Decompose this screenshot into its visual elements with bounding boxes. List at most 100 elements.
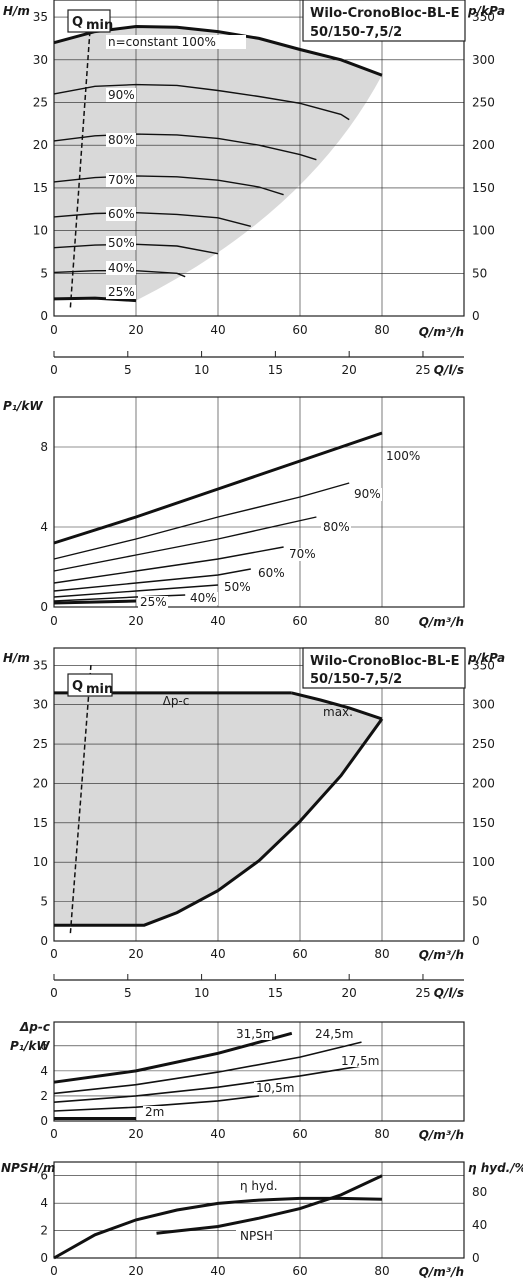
chart1-series-7 bbox=[53, 296, 137, 303]
chart4-series-label-4: 2m bbox=[145, 1105, 164, 1119]
chart5-ytick-3: 6 bbox=[40, 1169, 48, 1183]
chart1-y2tick-0: 0 bbox=[472, 309, 480, 323]
chart2-series-2 bbox=[53, 516, 317, 572]
chart2-xlabel: Q/m³/h bbox=[419, 615, 464, 629]
chart3-qmin-box bbox=[67, 673, 113, 697]
chart3-xtick-1: 20 bbox=[128, 947, 143, 961]
flow-axis-4-ticklabel-2: 10 bbox=[194, 986, 209, 1000]
chart5-xtick-4: 80 bbox=[374, 1264, 389, 1278]
chart2-label-bg-6 bbox=[188, 592, 218, 605]
chart2-series-3 bbox=[53, 546, 284, 584]
chart5-label-bg-1 bbox=[236, 1229, 274, 1242]
chart2-series-6 bbox=[53, 594, 186, 602]
chart3-y2tick-6: 300 bbox=[472, 698, 495, 712]
chart1-series-label-1: 90% bbox=[108, 88, 135, 102]
chart1-series-label-4: 60% bbox=[108, 207, 135, 221]
chart4-series-3 bbox=[53, 1095, 260, 1112]
chart3-xlabel: Q/m³/h bbox=[419, 948, 464, 962]
chart5-y2tick-2: 80 bbox=[472, 1185, 487, 1199]
chart1-y2tick-4: 200 bbox=[472, 138, 495, 152]
chart4-ytick-2: 4 bbox=[40, 1064, 48, 1078]
chart2-label-bg-1 bbox=[352, 488, 382, 501]
chart4-xtick-1: 20 bbox=[128, 1127, 143, 1141]
chart1-label-bg-5 bbox=[106, 236, 136, 250]
chart5-ytick-2: 4 bbox=[40, 1196, 48, 1210]
chart4-xtick-4: 80 bbox=[374, 1127, 389, 1141]
chart1-ytick-6: 30 bbox=[33, 53, 48, 67]
chart5-ytick-0: 0 bbox=[40, 1251, 48, 1265]
chart4-ytick-1: 2 bbox=[40, 1089, 48, 1103]
chart2-ytick-2: 8 bbox=[40, 440, 48, 454]
chart3-qmin-label: Q bbox=[72, 679, 83, 694]
flow-axis-1-ticklabel-2: 10 bbox=[194, 363, 209, 377]
flow-axis-4-ticklabel-4: 20 bbox=[342, 986, 357, 1000]
chart2-series-label-0: 100% bbox=[386, 449, 420, 463]
chart5-xtick-1: 20 bbox=[128, 1264, 143, 1278]
chart5-y2label: η hyd./% bbox=[468, 1161, 523, 1175]
flow-axis-1-ticklabel-0: 0 bbox=[50, 363, 58, 377]
chart4-ytick-3: 6 bbox=[40, 1039, 48, 1053]
chart5-label-bg-0 bbox=[236, 1179, 280, 1192]
chart4-series-1 bbox=[53, 1041, 362, 1095]
chart1-label-bg-2 bbox=[106, 133, 136, 147]
chart3-ytick-1: 5 bbox=[40, 895, 48, 909]
chart2-label-bg-7 bbox=[138, 596, 168, 609]
chart3-y2tick-3: 150 bbox=[472, 816, 495, 830]
chart4-series-label-3: 10,5m bbox=[256, 1081, 294, 1095]
chart3-title: Wilo-CronoBloc-BL-E bbox=[310, 654, 460, 669]
chart5-xtick-3: 60 bbox=[292, 1264, 307, 1278]
chart4-series-2 bbox=[53, 1065, 362, 1103]
flow-axis-4-label: Q/l/s bbox=[434, 986, 464, 1000]
chart5-ylabel: NPSH/m bbox=[1, 1161, 55, 1175]
chart1-qmin-label: Q bbox=[72, 15, 83, 30]
chart1-qmin-box bbox=[67, 9, 111, 33]
chart1-series-1 bbox=[53, 83, 350, 121]
chart3-series-2 bbox=[70, 718, 384, 927]
chart1-xtick-3: 60 bbox=[292, 323, 307, 337]
chart1-ytick-1: 5 bbox=[40, 266, 48, 280]
chart1-series-2 bbox=[53, 133, 317, 161]
chart4-series-label-2: 17,5m bbox=[341, 1054, 379, 1068]
chart4-series-0 bbox=[53, 1031, 293, 1084]
chart4-xlabel: Q/m³/h bbox=[419, 1128, 464, 1142]
chart2-series-4 bbox=[53, 568, 251, 592]
chart2-series-7 bbox=[53, 599, 137, 605]
chart1-subtitle: 50/150-7,5/2 bbox=[310, 25, 402, 40]
chart1-label-bg-1 bbox=[106, 88, 136, 102]
chart3-ytick-0: 0 bbox=[40, 934, 48, 948]
chart4-label-bg-4 bbox=[143, 1106, 181, 1118]
chart5-xlabel: Q/m³/h bbox=[419, 1265, 464, 1279]
chart3-annotation-max: max. bbox=[323, 705, 353, 719]
flow-axis-1-label: Q/l/s bbox=[434, 363, 464, 377]
chart1-xtick-2: 40 bbox=[210, 323, 225, 337]
chart1-series-label-3: 70% bbox=[108, 173, 135, 187]
chart2-series-label-7: 25% bbox=[140, 595, 167, 609]
flow-axis-1-ticklabel-1: 5 bbox=[124, 363, 132, 377]
chart1-y2tick-2: 100 bbox=[472, 224, 495, 238]
chart3-ytick-7: 35 bbox=[33, 658, 48, 672]
chart1-series-label-6: 40% bbox=[108, 261, 135, 275]
chart3-qmin-sub: min bbox=[86, 682, 113, 697]
chart2-label-bg-3 bbox=[287, 548, 317, 561]
chart3-annotation-dpc: Δp-c bbox=[163, 694, 190, 708]
chart2-ylabel: P₁/kW bbox=[3, 399, 43, 413]
chart1-y2tick-5: 250 bbox=[472, 95, 495, 109]
chart1-y2tick-7: 350 bbox=[472, 10, 495, 24]
chart2-series-label-1: 90% bbox=[354, 487, 381, 501]
chart3-frame bbox=[53, 647, 465, 942]
chart4-label-bg-1 bbox=[313, 1028, 351, 1040]
flow-axis-4-ticklabel-0: 0 bbox=[50, 986, 58, 1000]
chart1-ytick-0: 0 bbox=[40, 309, 48, 323]
chart5-y2tick-1: 40 bbox=[472, 1218, 487, 1232]
chart4-label-bg-2 bbox=[339, 1055, 377, 1067]
chart2-ytick-0: 0 bbox=[40, 600, 48, 614]
chart1-series-3 bbox=[53, 175, 284, 196]
chart4-frame bbox=[53, 1021, 465, 1122]
chart4-series-label-0: 31,5m bbox=[236, 1027, 274, 1041]
chart5-xtick-0: 0 bbox=[50, 1264, 58, 1278]
chart2-label-bg-4 bbox=[256, 567, 286, 580]
chart3-title-box bbox=[302, 647, 466, 689]
chart2-series-label-3: 70% bbox=[289, 547, 316, 561]
chart2-xtick-3: 60 bbox=[292, 614, 307, 628]
